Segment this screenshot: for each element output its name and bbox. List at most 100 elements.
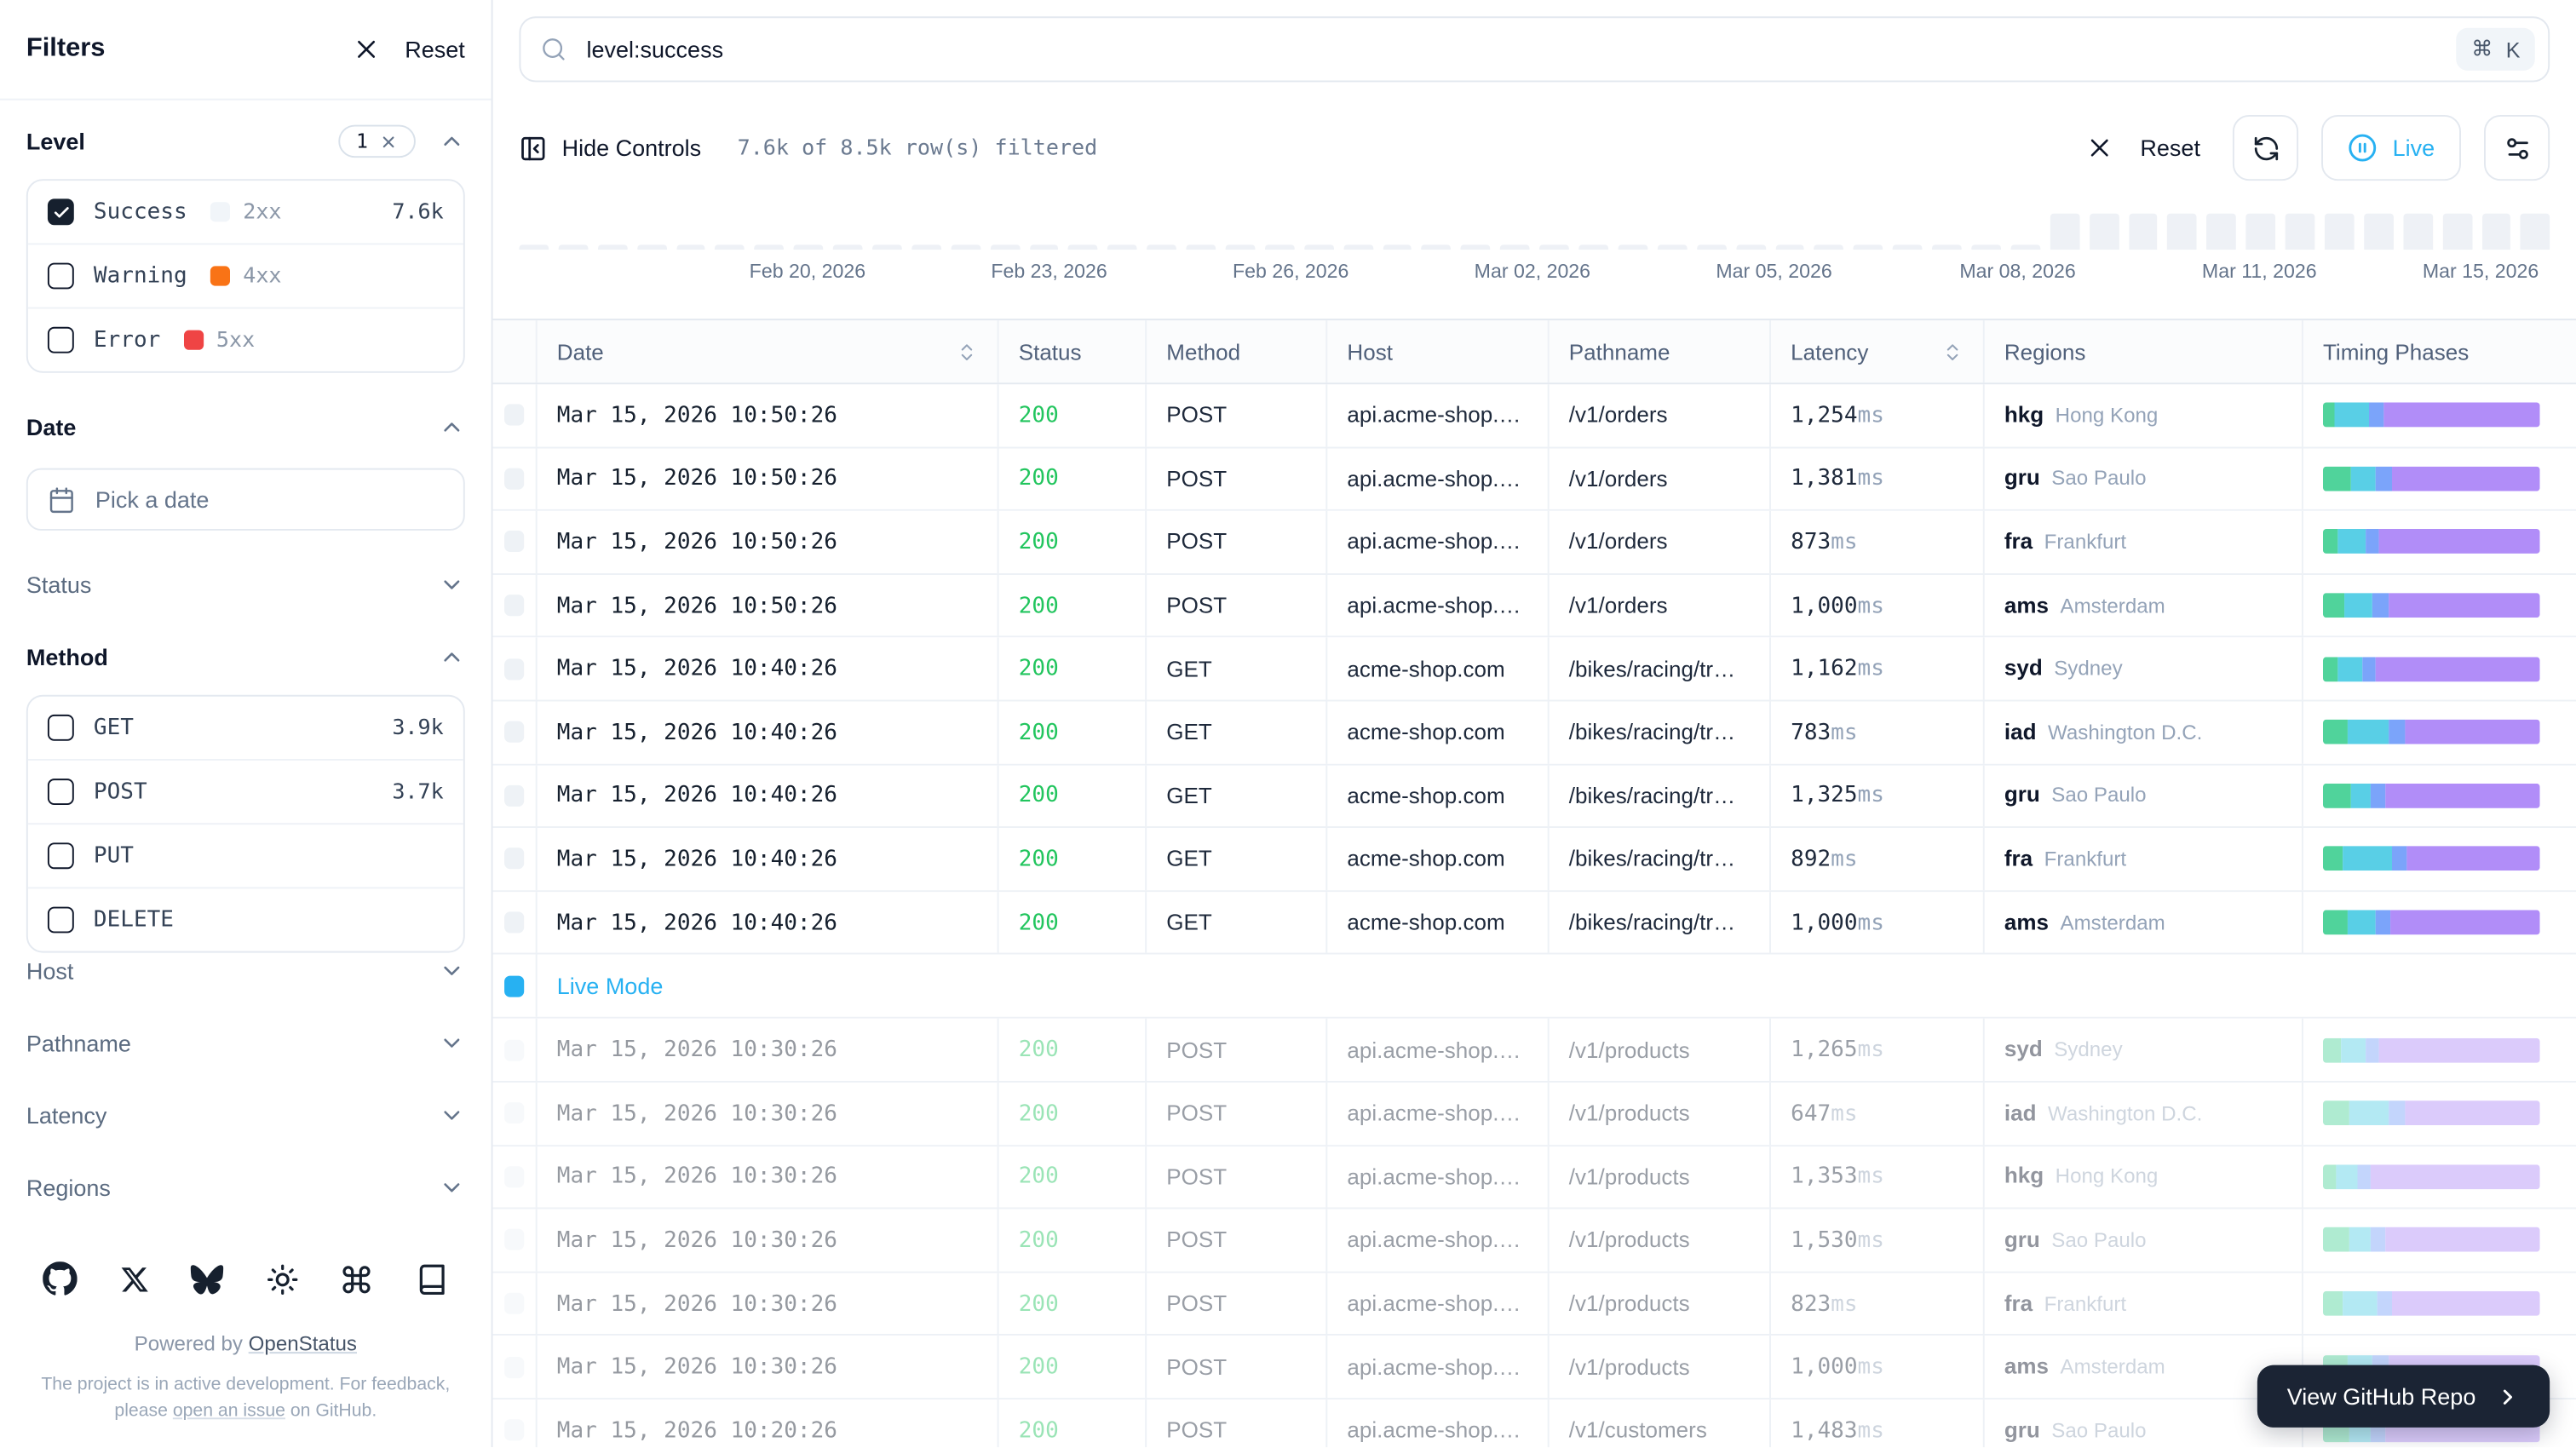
row-checkbox-cell[interactable]: [493, 1336, 538, 1399]
timeline-bar[interactable]: [2128, 214, 2158, 250]
row-checkbox[interactable]: [504, 1293, 524, 1314]
timeline-bar[interactable]: [1736, 244, 1766, 250]
chevron-down-icon[interactable]: [439, 957, 465, 984]
row-checkbox-cell[interactable]: [493, 701, 538, 763]
row-checkbox-cell[interactable]: [493, 575, 538, 637]
chevron-up-icon[interactable]: [439, 414, 465, 440]
timeline-bar[interactable]: [1422, 244, 1452, 250]
timeline-bar[interactable]: [1265, 244, 1295, 250]
table-row[interactable]: Mar 15, 2026 10:40:26200GETacme-shop.com…: [493, 765, 2576, 828]
timeline-bar[interactable]: [1304, 244, 1334, 250]
filters-reset-button[interactable]: Reset: [405, 36, 465, 62]
timeline-bar[interactable]: [1658, 244, 1688, 250]
hide-controls-button[interactable]: Hide Controls: [519, 134, 701, 162]
timeline-bar[interactable]: [1461, 244, 1491, 250]
timeline-bar[interactable]: [2010, 244, 2040, 250]
timeline-bar[interactable]: [2521, 214, 2550, 250]
sun-icon[interactable]: [266, 1262, 299, 1296]
date-picker-field[interactable]: [26, 468, 465, 531]
row-checkbox[interactable]: [504, 911, 524, 933]
timeline-bar[interactable]: [1893, 244, 1923, 250]
timeline-bar[interactable]: [2246, 214, 2276, 250]
chevron-up-icon[interactable]: [439, 128, 465, 154]
status-section-header[interactable]: Status: [26, 566, 465, 602]
timeline-bar[interactable]: [2481, 214, 2511, 250]
timeline-bar[interactable]: [2325, 214, 2355, 250]
timeline-bar[interactable]: [519, 244, 549, 250]
level-section-header[interactable]: Level 1: [26, 124, 465, 159]
view-github-repo-button[interactable]: View GitHub Repo: [2257, 1365, 2550, 1428]
filters-clear-button[interactable]: [353, 34, 382, 64]
timeline-bar[interactable]: [676, 244, 706, 250]
chevron-down-icon[interactable]: [439, 1175, 465, 1201]
row-checkbox-cell[interactable]: [493, 1399, 538, 1447]
timeline-bar[interactable]: [2442, 214, 2472, 250]
view-settings-button[interactable]: [2484, 115, 2550, 181]
timeline-bar[interactable]: [872, 244, 902, 250]
checkbox[interactable]: [48, 779, 74, 805]
column-header-date[interactable]: Date: [538, 320, 999, 382]
method-option-get[interactable]: GET3.9k: [28, 697, 463, 759]
row-checkbox[interactable]: [504, 468, 524, 489]
timeline-bar[interactable]: [794, 244, 824, 250]
timeline-histogram[interactable]: Feb 20, 2026Feb 23, 2026Feb 26, 2026Mar …: [519, 207, 2550, 289]
timeline-bar[interactable]: [559, 244, 589, 250]
table-row[interactable]: Mar 15, 2026 10:40:26200GETacme-shop.com…: [493, 828, 2576, 891]
timeline-bar[interactable]: [1854, 244, 1883, 250]
level-option-success[interactable]: Success2xx7.6k: [28, 181, 463, 243]
live-mode-row[interactable]: Live Mode: [493, 955, 2576, 1019]
timeline-bar[interactable]: [1187, 244, 1216, 250]
row-checkbox[interactable]: [504, 595, 524, 616]
sort-icon[interactable]: [1942, 341, 1964, 362]
table-row[interactable]: Mar 15, 2026 10:30:26200POSTapi.acme-sho…: [493, 1019, 2576, 1082]
timeline-bars[interactable]: [519, 207, 2550, 250]
timeline-bar[interactable]: [1619, 244, 1648, 250]
date-section-header[interactable]: Date: [26, 409, 465, 445]
toolbar-reset-button[interactable]: Reset: [2140, 135, 2200, 161]
row-checkbox-cell[interactable]: [493, 892, 538, 954]
timeline-bar[interactable]: [1697, 244, 1727, 250]
timeline-bar[interactable]: [911, 244, 941, 250]
timeline-bar[interactable]: [1147, 244, 1177, 250]
timeline-bar[interactable]: [990, 244, 1020, 250]
search-bar[interactable]: ⌘ K: [519, 16, 2550, 82]
table-row[interactable]: Mar 15, 2026 10:30:26200POSTapi.acme-sho…: [493, 1273, 2576, 1336]
command-icon[interactable]: [341, 1262, 374, 1296]
checkbox[interactable]: [48, 842, 74, 869]
timeline-bar[interactable]: [1971, 244, 2001, 250]
timeline-bar[interactable]: [1775, 244, 1805, 250]
timeline-bar[interactable]: [598, 244, 628, 250]
timeline-bar[interactable]: [1932, 244, 1962, 250]
checkbox[interactable]: [48, 263, 74, 290]
row-checkbox-cell[interactable]: [493, 1146, 538, 1208]
timeline-bar[interactable]: [2168, 214, 2198, 250]
method-option-post[interactable]: POST3.7k: [28, 759, 463, 823]
table-row[interactable]: Mar 15, 2026 10:40:26200GETacme-shop.com…: [493, 701, 2576, 764]
timeline-bar[interactable]: [951, 244, 980, 250]
timeline-bar[interactable]: [2403, 214, 2433, 250]
latency-section-header[interactable]: Latency: [26, 1097, 465, 1133]
table-row[interactable]: Mar 15, 2026 10:30:26200POSTapi.acme-sho…: [493, 1083, 2576, 1146]
timeline-bar[interactable]: [1068, 244, 1098, 250]
timeline-bar[interactable]: [1578, 244, 1608, 250]
row-checkbox-cell[interactable]: [493, 638, 538, 700]
checkbox[interactable]: [48, 907, 74, 934]
timeline-bar[interactable]: [1029, 244, 1059, 250]
method-option-put[interactable]: PUT: [28, 823, 463, 887]
timeline-bar[interactable]: [2286, 214, 2315, 250]
row-checkbox-cell[interactable]: [493, 511, 538, 573]
row-checkbox-cell[interactable]: [493, 765, 538, 827]
timeline-bar[interactable]: [1814, 244, 1844, 250]
row-checkbox-cell[interactable]: [493, 828, 538, 890]
github-icon[interactable]: [43, 1261, 77, 1296]
book-icon[interactable]: [416, 1262, 449, 1296]
method-option-delete[interactable]: DELETE: [28, 887, 463, 951]
host-section-header[interactable]: Host: [26, 953, 465, 989]
timeline-bar[interactable]: [1383, 244, 1412, 250]
table-row[interactable]: Mar 15, 2026 10:30:26200POSTapi.acme-sho…: [493, 1146, 2576, 1209]
sort-icon[interactable]: [956, 341, 977, 362]
clear-filters-button[interactable]: [2084, 133, 2114, 163]
row-checkbox-cell[interactable]: [493, 1083, 538, 1145]
timeline-bar[interactable]: [716, 244, 745, 250]
row-checkbox[interactable]: [504, 1356, 524, 1377]
